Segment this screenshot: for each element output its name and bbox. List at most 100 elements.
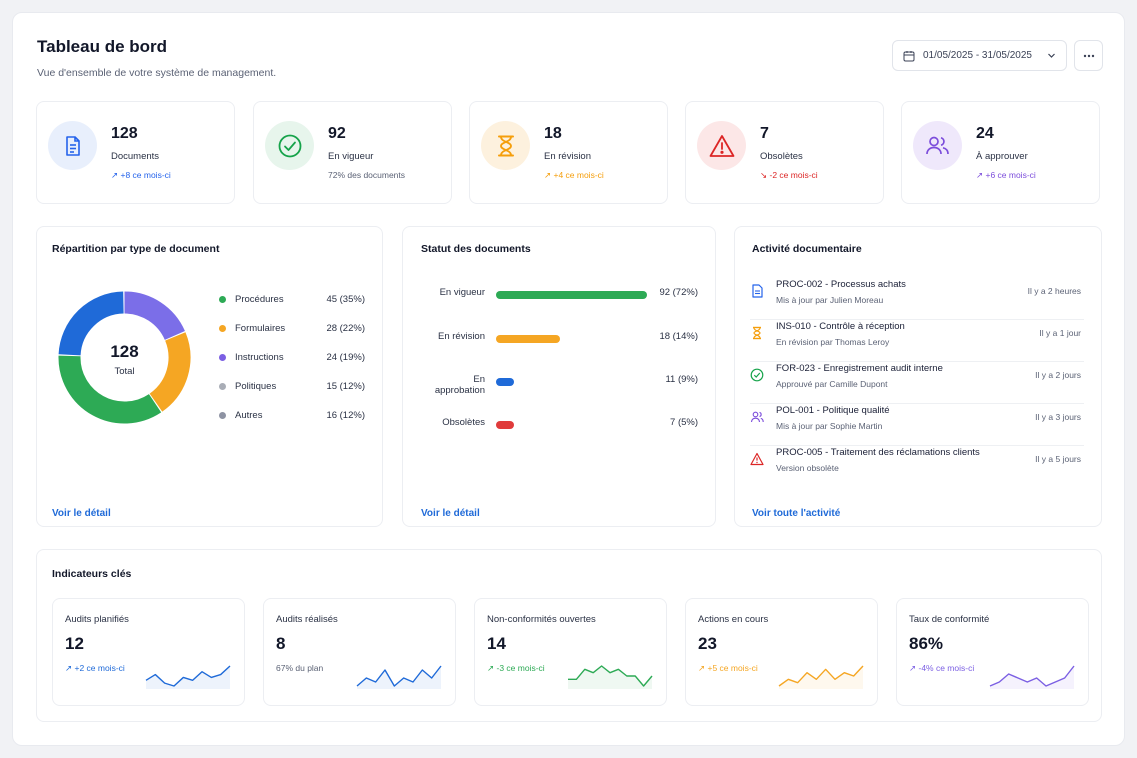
statut-detail-link[interactable]: Voir le détail: [421, 508, 480, 519]
bar-fill[interactable]: [496, 421, 514, 429]
activity-subtitle: Mis à jour par Sophie Martin: [776, 421, 883, 431]
kpi-card[interactable]: Non-conformités ouvertes 14 ↗ -3 ce mois-c…: [474, 598, 667, 706]
sparkline-line: [356, 665, 442, 687]
bar-value: 11 (9%): [665, 374, 698, 385]
repartition-panel: Répartition par type de document 128 Tot…: [36, 226, 383, 527]
stat-icon-bg: [48, 121, 97, 170]
hourglass-icon: [753, 326, 761, 340]
kpi-sparkline: [145, 665, 231, 689]
kpi-value: 23: [698, 634, 717, 653]
stat-card-en-revision[interactable]: 18 En révision ↗ +4 ce mois-ci: [469, 101, 668, 204]
stat-trend: ↗ +8 ce mois-ci: [111, 170, 171, 180]
bar-track: [496, 378, 647, 386]
stat-icon-bg: [697, 121, 746, 170]
activity-time: Il y a 3 jours: [1035, 412, 1081, 422]
activity-divider: [750, 319, 1084, 320]
stat-card-en-vigueur[interactable]: 92 En vigueur 72% des documents: [253, 101, 452, 204]
kpi-label: Actions en cours: [698, 614, 769, 625]
donut-slice-procedures[interactable]: [58, 355, 162, 424]
stat-card-documents[interactable]: 128 Documents ↗ +8 ce mois-ci: [36, 101, 235, 204]
activity-title: POL-001 - Politique qualité: [776, 405, 890, 416]
kpi-card[interactable]: Audits planifiés 12 ↗ +2 ce mois-ci: [52, 598, 245, 706]
legend-label: Autres: [235, 409, 263, 421]
donut-total-label: Total: [114, 366, 135, 377]
kpi-trend: ↗ -3 ce mois-ci: [487, 663, 545, 673]
stat-label: À approuver: [976, 151, 1028, 162]
legend-label: Politiques: [235, 380, 277, 392]
legend-item: Procédures 45 (35%): [219, 292, 365, 306]
bar-fill[interactable]: [496, 291, 647, 299]
activity-item[interactable]: INS-010 - Contrôle à réception En révisio…: [750, 317, 1084, 359]
bar-label: En révision: [438, 331, 485, 342]
bar-track: [496, 421, 647, 429]
bar-value: 92 (72%): [659, 287, 698, 298]
stat-label: En vigueur: [328, 151, 374, 162]
activity-title: Activité documentaire: [752, 243, 862, 255]
check-circle-icon: [750, 368, 764, 382]
legend-item: Autres 16 (12%): [219, 408, 365, 422]
kpi-value: 12: [65, 634, 84, 653]
kpi-card[interactable]: Actions en cours 23 ↗ +5 ce mois-ci: [685, 598, 878, 706]
stat-icon-bg: [265, 121, 314, 170]
indicators-panel: Indicateurs clés Audits planifiés 12 ↗ +2 …: [36, 549, 1102, 722]
kpi-value: 86%: [909, 634, 944, 653]
kpi-value: 14: [487, 634, 506, 653]
bar-label: Obsolètes: [442, 417, 485, 428]
chevron-down-icon: [1048, 53, 1055, 58]
stat-label: Documents: [111, 151, 160, 162]
legend-item: Formulaires 28 (22%): [219, 321, 365, 335]
legend-dot: [219, 382, 226, 390]
kpi-label: Audits planifiés: [65, 614, 129, 625]
stat-value: 128: [111, 125, 138, 142]
kpi-sparkline: [778, 665, 864, 689]
legend-value: 16 (12%): [326, 409, 365, 421]
legend-item: Instructions 24 (19%): [219, 350, 365, 364]
activity-panel: Activité documentaire PROC-002 - Process…: [734, 226, 1102, 527]
bar-fill[interactable]: [496, 378, 515, 386]
sparkline-area: [146, 666, 230, 689]
donut-total-value: 128: [110, 342, 139, 361]
sparkline-area: [779, 666, 863, 689]
kpi-card[interactable]: Taux de conformité 86% ↗ -4% ce mois-ci: [896, 598, 1089, 706]
activity-item[interactable]: FOR-023 - Enregistrement audit interne Ap…: [750, 359, 1084, 401]
stat-card-obsoletes[interactable]: 7 Obsolètes ↘ -2 ce mois-ci: [685, 101, 884, 204]
date-range-label: 01/05/2025 - 31/05/2025: [923, 50, 1032, 61]
activity-item[interactable]: POL-001 - Politique qualité Mis à jour pa…: [750, 401, 1084, 443]
stat-value: 24: [976, 125, 994, 142]
kpi-trend: ↗ -4% ce mois-ci: [909, 663, 975, 673]
kpi-sparkline: [568, 665, 653, 689]
kpi-trend: ↗ +5 ce mois-ci: [698, 663, 758, 673]
hourglass-icon: [497, 135, 514, 156]
activity-item[interactable]: PROC-005 - Traitement des réclamations c…: [750, 443, 1084, 485]
bar-fill[interactable]: [496, 335, 560, 343]
donut-slice-formulaires[interactable]: [149, 332, 191, 412]
activity-subtitle: En révision par Thomas Leroy: [776, 337, 890, 347]
stat-trend: ↗ +4 ce mois-ci: [544, 170, 604, 180]
donut-slice-instructions[interactable]: [123, 291, 185, 341]
check-circle-icon: [278, 134, 301, 157]
date-range-picker[interactable]: 01/05/2025 - 31/05/2025: [892, 40, 1067, 71]
activity-item[interactable]: PROC-002 - Processus achats Mis à jour pa…: [750, 275, 1084, 317]
more-options-button[interactable]: [1074, 40, 1103, 71]
activity-subtitle: Approuvé par Camille Dupont: [776, 379, 888, 389]
stat-card-a-approuver[interactable]: 24 À approuver ↗ +6 ce mois-ci: [901, 101, 1100, 204]
stat-icon-bg: [481, 121, 530, 170]
activity-title: FOR-023 - Enregistrement audit interne: [776, 363, 943, 374]
document-icon: [752, 284, 763, 298]
kpi-card[interactable]: Audits réalisés 8 67% du plan: [263, 598, 456, 706]
sparkline-line: [989, 665, 1075, 687]
activity-title: PROC-005 - Traitement des réclamations c…: [776, 447, 980, 458]
repartition-detail-link[interactable]: Voir le détail: [52, 508, 111, 519]
activity-all-link[interactable]: Voir toute l'activité: [752, 508, 841, 519]
activity-divider: [750, 445, 1084, 446]
more-horizontal-icon: [1083, 54, 1094, 57]
donut-slice-politiques-autres[interactable]: [58, 291, 125, 356]
activity-subtitle: Version obsolète: [776, 463, 839, 473]
dashboard-page: Tableau de bord Vue d'ensemble de votre …: [12, 12, 1125, 746]
sparkline-line: [778, 665, 864, 687]
kpi-label: Taux de conformité: [909, 614, 990, 625]
bar-label: En approbation: [434, 374, 485, 396]
bar-value: 7 (5%): [670, 417, 698, 428]
legend-item: Politiques 15 (12%): [219, 379, 365, 393]
legend-value: 28 (22%): [326, 322, 365, 334]
